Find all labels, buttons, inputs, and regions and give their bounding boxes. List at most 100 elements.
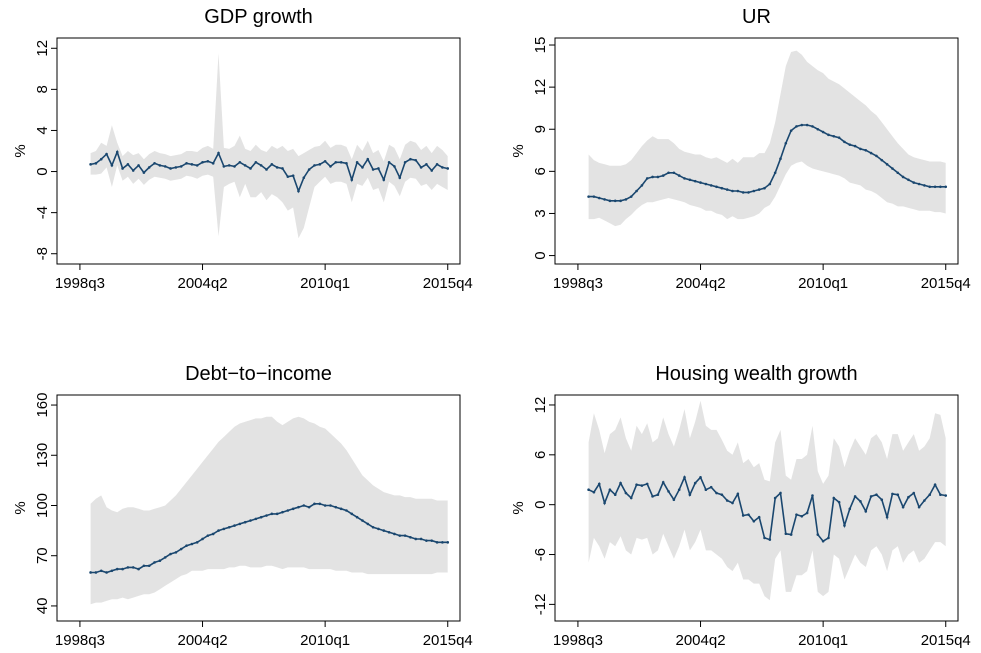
- point-marker: [725, 188, 729, 191]
- y-tick-label: -12: [532, 594, 549, 616]
- confidence-band: [588, 50, 946, 227]
- point-marker: [270, 512, 274, 516]
- y-tick-label: -4: [34, 206, 51, 219]
- point-marker: [254, 517, 258, 521]
- point-marker: [896, 493, 900, 497]
- point-marker: [254, 161, 258, 164]
- point-marker: [933, 185, 937, 189]
- point-marker: [875, 493, 878, 497]
- point-marker: [323, 159, 327, 163]
- point-marker: [667, 490, 670, 493]
- point-marker: [195, 541, 199, 544]
- point-marker: [131, 566, 135, 569]
- x-tick-label: 2004q2: [177, 275, 227, 292]
- point-marker: [302, 176, 306, 180]
- point-marker: [880, 498, 884, 501]
- point-marker: [704, 488, 708, 492]
- point-marker: [398, 534, 402, 537]
- point-marker: [382, 178, 386, 182]
- point-marker: [763, 186, 766, 190]
- point-marker: [243, 520, 247, 524]
- point-marker: [115, 150, 119, 154]
- point-marker: [939, 493, 942, 497]
- point-marker: [393, 532, 396, 536]
- point-marker: [944, 494, 948, 497]
- point-marker: [377, 527, 380, 531]
- point-marker: [153, 162, 156, 165]
- point-marker: [731, 189, 734, 193]
- point-marker: [291, 174, 295, 177]
- point-marker: [832, 134, 836, 138]
- point-marker: [313, 164, 316, 167]
- point-marker: [608, 199, 612, 203]
- y-axis-label: %: [510, 144, 527, 157]
- point-marker: [291, 507, 295, 511]
- point-marker: [110, 569, 114, 573]
- point-marker: [752, 189, 756, 193]
- point-marker: [944, 185, 948, 189]
- x-tick-label: 2010q1: [798, 275, 848, 292]
- point-marker: [619, 481, 622, 485]
- point-marker: [853, 144, 857, 148]
- point-marker: [747, 191, 750, 194]
- point-marker: [731, 501, 734, 505]
- plot-frame: [56, 37, 461, 265]
- x-tick-label: 2015q4: [921, 275, 971, 292]
- point-marker: [89, 163, 92, 166]
- point-marker: [592, 195, 596, 198]
- point-marker: [821, 130, 825, 134]
- panel-title: Housing wealth growth: [655, 363, 857, 385]
- point-marker: [693, 179, 697, 183]
- point-marker: [339, 507, 343, 511]
- point-marker: [435, 163, 439, 166]
- point-marker: [174, 551, 178, 554]
- point-marker: [837, 136, 841, 139]
- point-marker: [419, 166, 423, 169]
- point-marker: [928, 493, 932, 497]
- point-marker: [891, 167, 894, 170]
- point-marker: [163, 556, 167, 559]
- point-marker: [169, 552, 172, 556]
- point-marker: [741, 191, 745, 194]
- panel: UR 1998q3 2004q2 2010q1 2015q4 0 3 6 9 12 15%: [510, 6, 971, 292]
- y-tick-label: 15: [532, 37, 549, 54]
- point-marker: [355, 515, 359, 519]
- point-marker: [816, 127, 820, 131]
- point-marker: [249, 167, 252, 170]
- point-marker: [912, 491, 916, 495]
- point-marker: [635, 189, 638, 193]
- point-marker: [741, 514, 745, 517]
- point-marker: [110, 164, 114, 167]
- x-tick-label: 2015q4: [423, 632, 473, 649]
- point-marker: [811, 125, 814, 128]
- point-marker: [917, 505, 921, 509]
- y-tick-label: -8: [34, 247, 51, 260]
- point-marker: [859, 500, 862, 503]
- point-marker: [907, 495, 910, 499]
- panel: GDP growth 1998q3 2004q2 2010q1 2015q4 -8 -4 0 4…: [12, 6, 473, 292]
- point-marker: [275, 512, 279, 516]
- x-tick-label: 1998q3: [553, 632, 603, 649]
- point-marker: [763, 536, 766, 540]
- point-marker: [885, 163, 889, 166]
- point-marker: [265, 514, 268, 517]
- point-marker: [789, 129, 793, 132]
- point-marker: [752, 519, 756, 523]
- point-marker: [635, 483, 638, 487]
- point-marker: [875, 154, 878, 158]
- y-tick-label: 70: [34, 547, 51, 564]
- panel-title: GDP growth: [204, 6, 313, 28]
- y-tick-label: 130: [34, 443, 51, 468]
- point-marker: [891, 492, 894, 496]
- point-marker: [163, 165, 167, 168]
- point-marker: [853, 495, 857, 498]
- point-marker: [640, 484, 644, 487]
- point-marker: [137, 164, 140, 167]
- panel-title: UR: [742, 6, 771, 28]
- point-marker: [318, 502, 322, 506]
- confidence-band: [90, 416, 448, 605]
- point-marker: [190, 542, 194, 546]
- point-marker: [339, 161, 343, 164]
- point-marker: [869, 151, 873, 155]
